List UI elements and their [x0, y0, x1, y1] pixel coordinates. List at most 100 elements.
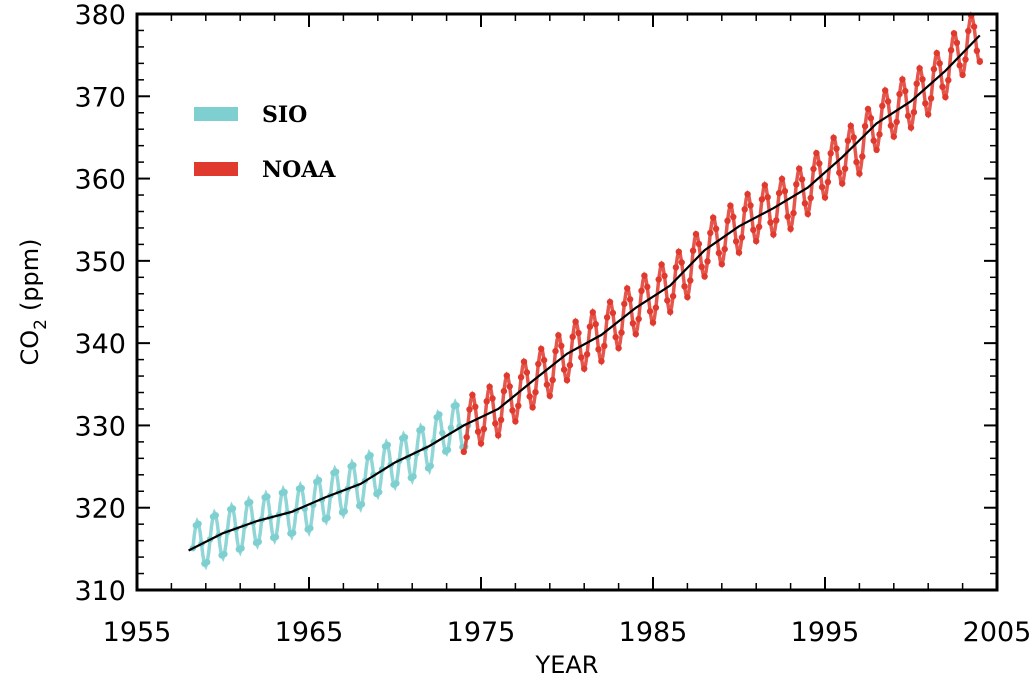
data-point-noaa	[503, 372, 510, 379]
data-point-sio	[453, 402, 460, 409]
data-point-noaa	[798, 176, 806, 183]
data-point-noaa	[884, 98, 892, 105]
data-point-sio	[264, 493, 271, 500]
data-point-noaa	[916, 65, 923, 72]
data-point-noaa	[925, 111, 932, 118]
data-point-sio	[255, 538, 262, 545]
data-point-noaa	[973, 47, 981, 54]
data-point-sio	[444, 446, 452, 453]
data-point-sio	[410, 473, 417, 480]
legend-swatch-sio	[194, 107, 238, 121]
data-point-noaa	[601, 342, 608, 350]
data-point-noaa	[853, 158, 860, 166]
data-point-noaa	[689, 247, 697, 254]
data-point-noaa	[672, 264, 680, 271]
data-point-noaa	[910, 109, 918, 116]
data-point-noaa	[950, 30, 958, 37]
data-point-noaa	[827, 150, 834, 157]
data-point-noaa	[575, 329, 582, 337]
data-point-noaa	[816, 160, 823, 167]
data-point-noaa	[632, 330, 639, 338]
data-point-noaa	[761, 182, 768, 189]
data-point-noaa	[509, 407, 516, 414]
series-layer	[188, 11, 983, 571]
data-point-noaa	[618, 329, 625, 336]
y-tick-label: 370	[74, 82, 126, 113]
data-point-noaa	[861, 123, 869, 130]
data-point-noaa	[560, 366, 568, 373]
data-point-noaa	[538, 345, 545, 353]
data-point-sio	[307, 525, 314, 532]
data-point-noaa	[626, 296, 634, 303]
data-point-noaa	[489, 395, 496, 402]
data-point-sio	[229, 505, 237, 512]
data-point-noaa	[592, 321, 599, 328]
data-point-noaa	[810, 165, 817, 173]
data-point-noaa	[635, 315, 642, 323]
y-tick-label: 350	[74, 247, 126, 278]
y-axis-title: CO2 (ppm)	[16, 238, 51, 365]
data-point-sio	[447, 424, 455, 432]
data-point-sio	[439, 429, 446, 437]
data-point-sio	[221, 550, 228, 558]
y-tick-label: 310	[74, 576, 126, 607]
data-point-noaa	[638, 287, 645, 294]
data-point-noaa	[818, 183, 826, 191]
data-point-noaa	[572, 318, 579, 325]
data-point-sio	[281, 489, 288, 496]
data-point-noaa	[902, 87, 909, 95]
data-point-noaa	[945, 77, 952, 84]
data-point-noaa	[658, 261, 665, 268]
data-point-noaa	[775, 189, 783, 197]
data-point-noaa	[586, 323, 594, 330]
x-tick-label: 1965	[275, 617, 344, 648]
data-point-sio	[212, 512, 219, 519]
data-point-noaa	[730, 213, 737, 221]
data-point-noaa	[474, 428, 482, 435]
legend-label-sio: SIO	[262, 102, 307, 128]
data-point-noaa	[870, 137, 877, 144]
data-point-noaa	[603, 314, 611, 321]
data-point-noaa	[466, 406, 473, 413]
data-point-noaa	[959, 71, 966, 79]
data-point-noaa	[598, 358, 605, 365]
data-point-noaa	[566, 361, 574, 369]
trend-line	[188, 34, 981, 552]
data-point-noaa	[904, 112, 912, 120]
y-axis-title-co: CO	[16, 330, 44, 366]
data-point-sio	[427, 462, 434, 470]
data-point-noaa	[710, 214, 717, 221]
data-point-noaa	[956, 62, 963, 69]
data-point-noaa	[724, 217, 731, 224]
data-point-sio	[367, 452, 374, 459]
data-point-noaa	[624, 285, 631, 292]
data-point-noaa	[684, 293, 691, 301]
data-point-noaa	[965, 27, 972, 35]
data-point-noaa	[701, 273, 708, 280]
data-point-noaa	[512, 418, 519, 425]
data-point-noaa	[796, 165, 803, 172]
data-point-sio	[238, 545, 245, 552]
data-point-noaa	[517, 374, 525, 381]
data-point-noaa	[856, 170, 863, 177]
data-point-noaa	[715, 249, 723, 257]
data-point-noaa	[930, 65, 938, 73]
data-point-noaa	[933, 49, 940, 57]
tick-layer	[136, 13, 998, 591]
data-point-sio	[436, 411, 443, 418]
y-tick-label: 360	[74, 165, 126, 196]
data-point-noaa	[558, 342, 565, 350]
data-point-noaa	[675, 248, 682, 255]
data-point-noaa	[764, 194, 771, 201]
data-point-noaa	[486, 383, 493, 390]
y-axis-title-unit: (ppm)	[16, 238, 44, 311]
data-point-sio	[333, 468, 340, 475]
data-point-noaa	[836, 169, 843, 176]
data-point-noaa	[787, 225, 794, 232]
data-point-noaa	[939, 83, 946, 91]
data-point-noaa	[483, 398, 490, 405]
data-point-noaa	[655, 276, 662, 283]
data-point-noaa	[899, 76, 906, 83]
data-point-sio	[401, 434, 409, 441]
